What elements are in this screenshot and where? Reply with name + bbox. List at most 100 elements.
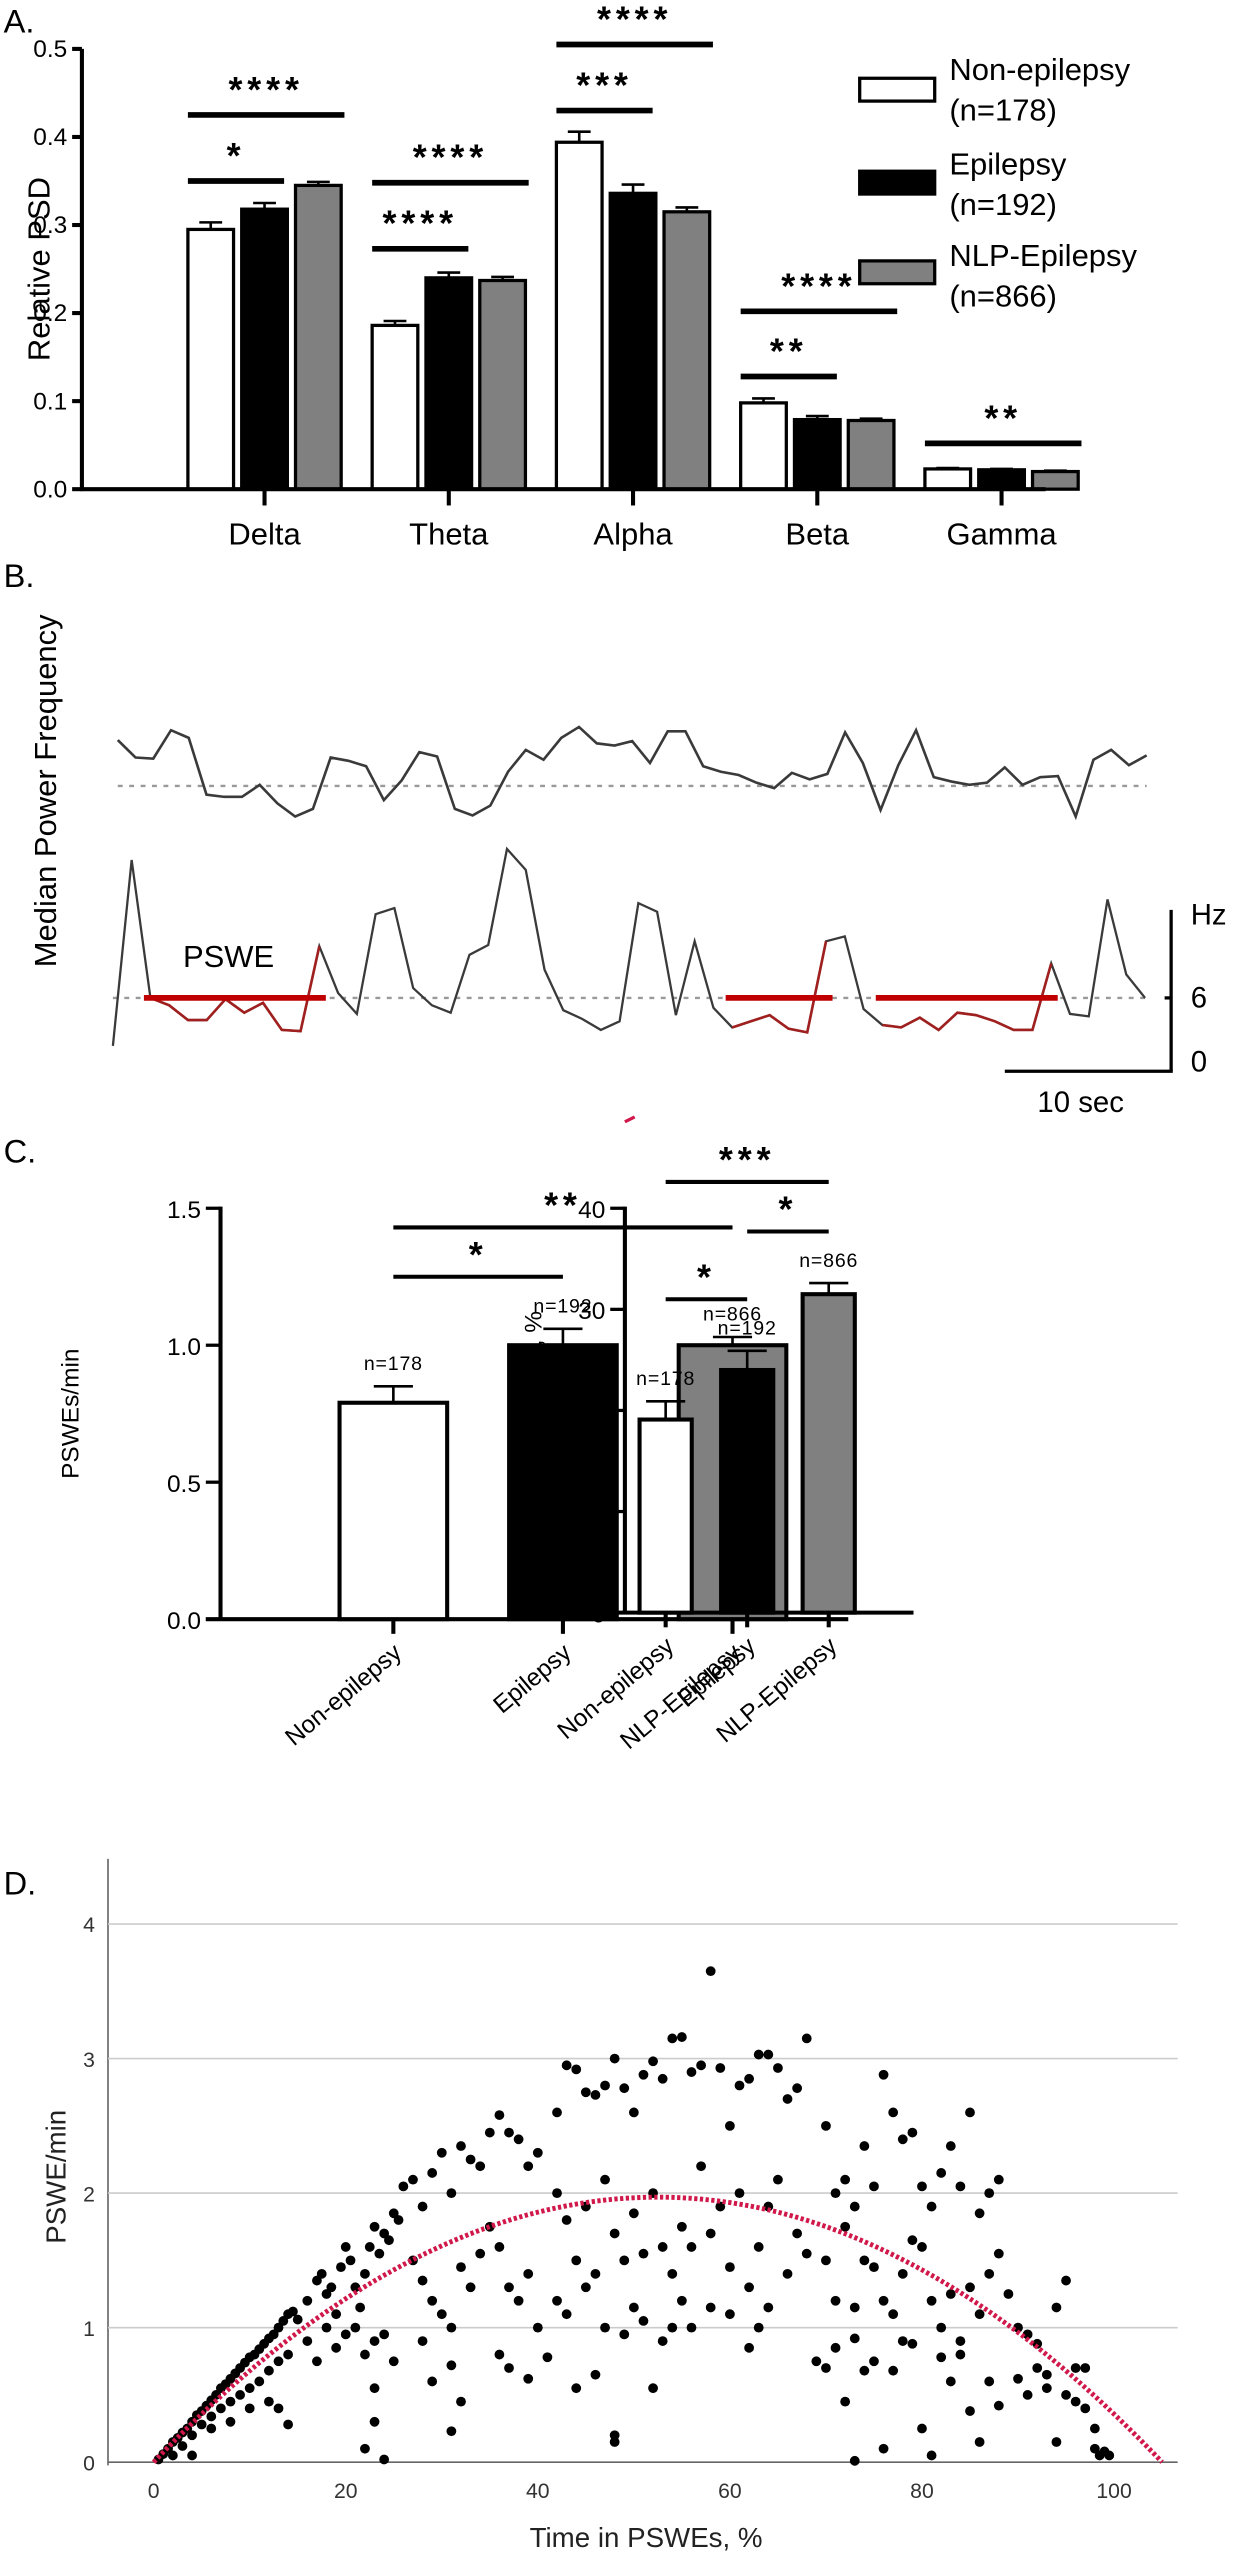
scatter-point: [283, 2419, 294, 2430]
bar-nlp-epilepsy-gamma: [1030, 469, 1080, 491]
scatter-point: [801, 2248, 812, 2259]
scatter-point: [331, 2309, 342, 2320]
panel-a-category-label: Delta: [228, 517, 301, 552]
scatter-point: [811, 2356, 822, 2367]
scatter-point: [532, 2322, 543, 2333]
significance-stars: ****: [413, 138, 488, 178]
scatter-point: [1003, 2289, 1014, 2299]
scatter-point: [869, 2262, 879, 2272]
scatter-point: [1022, 2390, 1033, 2400]
scatter-point: [888, 2107, 899, 2118]
scatter-point: [628, 2208, 639, 2219]
scatter-point: [561, 2215, 572, 2225]
scatter-point: [936, 2322, 947, 2333]
scatter-point: [984, 2268, 995, 2279]
scatter-point: [1032, 2363, 1043, 2373]
scatter-point: [917, 2242, 927, 2252]
scatter-point: [1061, 2390, 1071, 2400]
scatter-point: [360, 2349, 370, 2360]
scatter-point: [821, 2363, 831, 2373]
significance-stars: *: [779, 1190, 798, 1230]
scatter-point: [417, 2275, 428, 2286]
scatter-point: [494, 2349, 505, 2360]
scatter-point: [571, 2255, 582, 2266]
legend-n-epilepsy: (n=192): [949, 187, 1057, 222]
scatter-point: [273, 2356, 284, 2367]
panel-a-y-tick-label: 0.0: [33, 476, 67, 503]
scatter-point: [340, 2242, 351, 2252]
scatter-point: [504, 2282, 514, 2293]
scatter-point: [1051, 2437, 1062, 2447]
scatter-point: [638, 2248, 649, 2259]
scatter-point: [1051, 2302, 1062, 2313]
scatter-point: [878, 2295, 889, 2306]
panel-c-y-tick-label: 1.0: [167, 1334, 201, 1361]
panel-label-a: A.: [4, 3, 35, 40]
scatter-point: [974, 2208, 985, 2219]
scatter-point: [427, 2168, 438, 2178]
scatter-point: [907, 2235, 918, 2246]
legend-item-nlp-epilepsy: NLP-Epilepsy (n=866): [858, 238, 1138, 314]
scatter-point: [1080, 2403, 1091, 2414]
panel-d-x-tick-label: 60: [718, 2480, 742, 2503]
scatter-point: [369, 2416, 380, 2427]
red-mark-artifact: [624, 1115, 636, 1124]
scatter-point: [696, 2161, 706, 2172]
scatter-point: [849, 2201, 860, 2212]
significance-stars: **: [984, 398, 1022, 438]
scatter-point: [206, 2423, 217, 2434]
panel-c-y-tick-label: 20: [578, 1399, 605, 1426]
panel-d-x-tick-label: 20: [334, 2480, 358, 2503]
legend-n-non-epilepsy: (n=178): [949, 93, 1057, 128]
scatter-point: [590, 2268, 601, 2279]
scatter-point: [561, 2060, 572, 2071]
scatter-point: [456, 2141, 466, 2151]
panel-a-y-title: Relative PSD: [21, 177, 56, 361]
bar-nlp-epilepsy-alpha: [662, 210, 712, 491]
legend-swatch-nlp-epilepsy: [858, 259, 937, 286]
scatter-point: [436, 2147, 447, 2158]
scatter-point: [494, 2242, 505, 2252]
bar-nlp-epilepsy-theta: [478, 278, 528, 491]
bar-epilepsy: [507, 1343, 619, 1622]
scatter-point: [888, 2309, 899, 2320]
bar-non-epilepsy-delta: [186, 227, 236, 491]
scatter-point: [744, 2282, 755, 2293]
scatter-point: [917, 2181, 927, 2192]
scatter-point: [244, 2403, 255, 2414]
scatter-point: [264, 2365, 274, 2376]
bar-non-epilepsy-gamma: [923, 467, 973, 491]
panel-c-y-tick-label: 0: [592, 1601, 606, 1628]
panel-label-b: B.: [4, 557, 35, 594]
scatter-point: [513, 2134, 524, 2145]
panel-b-y-title: Median Power Frequency: [28, 614, 63, 967]
pswe-annotation: PSWE: [183, 939, 274, 974]
scatter-point: [475, 2248, 486, 2259]
panel-a-y-tick-label: 0.5: [33, 36, 67, 63]
bar-non-epilepsy-alpha: [554, 140, 604, 491]
scatter-point: [734, 2080, 745, 2091]
scatter-point: [955, 2349, 966, 2360]
legend-swatch-epilepsy: [858, 169, 937, 196]
scatter-point: [484, 2127, 495, 2138]
scatter-point: [350, 2282, 361, 2293]
scatter-point: [945, 2141, 956, 2151]
scatter-point: [215, 2403, 226, 2414]
scatter-point: [167, 2450, 178, 2461]
scatter-point: [619, 2329, 630, 2340]
scatter-point: [609, 2430, 620, 2441]
scatter-point: [945, 2376, 956, 2387]
scatter-point: [869, 2181, 879, 2192]
scatter-point: [475, 2161, 486, 2172]
scatter-point: [657, 2242, 668, 2252]
panel-a-y-tick-label: 0.4: [33, 124, 67, 151]
scatter-point: [364, 2242, 375, 2252]
panel-d-y-tick-label: 3: [83, 2049, 95, 2072]
scatter-point: [273, 2403, 284, 2414]
scatter-point: [446, 2360, 457, 2371]
panel-label-c: C.: [4, 1133, 37, 1170]
scatter-point: [1080, 2363, 1091, 2373]
legend-label-non-epilepsy: Non-epilepsy: [949, 52, 1130, 87]
bar-epilepsy-theta: [424, 276, 474, 491]
scatter-point: [773, 2063, 783, 2073]
